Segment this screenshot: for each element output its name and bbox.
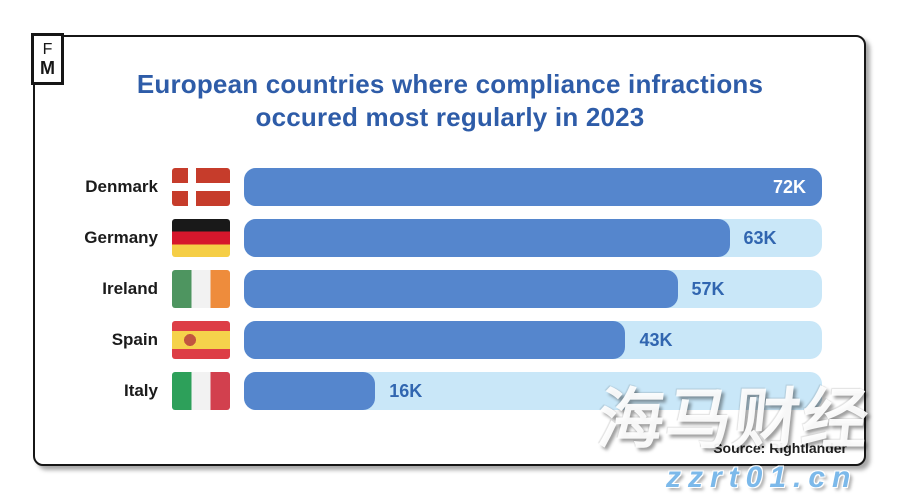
bar-fill [244, 270, 678, 308]
chart-row: Germany 63K [33, 219, 864, 257]
bar-track: 72K [244, 168, 822, 206]
chart-row: Spain 43K [33, 321, 864, 359]
watermark-domain-text: zzrt01.cn [666, 461, 858, 494]
country-label: Spain [111, 330, 158, 349]
flag-spain-icon [172, 321, 230, 359]
bar-fill [244, 168, 822, 206]
chart-row: Ireland 57K [33, 270, 864, 308]
chart-title-line-1: European countries where compliance infr… [136, 69, 764, 99]
bar-track: 43K [244, 321, 822, 359]
bar-fill [244, 372, 376, 410]
flag-germany-icon [172, 219, 230, 257]
watermark-cjk-text: 海马财经 [594, 382, 874, 456]
country-label: Ireland [102, 279, 158, 298]
country-label: Denmark [85, 177, 158, 196]
country-label: Germany [84, 228, 158, 247]
bar-value-label: 72K [772, 177, 806, 197]
chart-row: Italy 16K [33, 372, 864, 410]
chart-row: Denmark 72K [33, 168, 864, 206]
flag-ireland-icon [172, 270, 230, 308]
bar-track: 57K [244, 270, 822, 308]
flag-italy-icon [172, 372, 230, 410]
country-label: Italy [123, 381, 158, 400]
source-credit: Source: Rightlander [713, 440, 847, 456]
bar-chart: Denmark 72K Germany 63K Ireland 57K Spain 43K It… [33, 168, 864, 423]
fm-logo-letter-f: F [42, 40, 53, 58]
chart-title: European countries where compliance infr… [70, 68, 830, 135]
bar-value-label: 16K [389, 381, 423, 401]
bar-value-label: 57K [691, 279, 725, 299]
bar-value-label: 43K [639, 330, 673, 350]
flag-denmark-icon [172, 168, 230, 206]
bar-fill [244, 321, 626, 359]
bar-track: 63K [244, 219, 822, 257]
bar-fill [244, 219, 730, 257]
chart-title-line-2: occured most regularly in 2023 [255, 102, 645, 133]
bar-track: 16K [244, 372, 822, 410]
fm-logo: F M [31, 33, 64, 85]
bar-value-label: 63K [743, 228, 777, 248]
fm-logo-letter-m: M [40, 57, 55, 78]
